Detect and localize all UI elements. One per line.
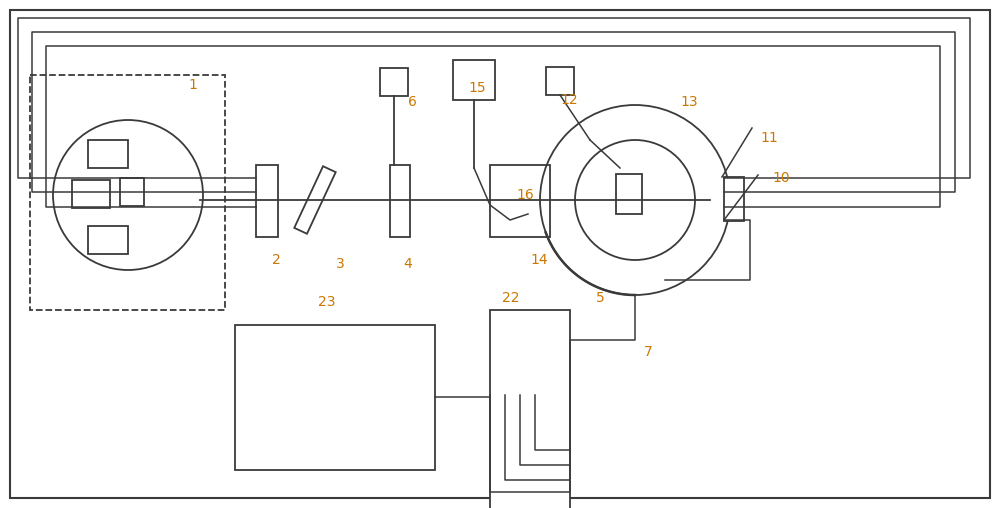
- Bar: [294, 166, 336, 234]
- Text: 12: 12: [560, 93, 578, 107]
- Bar: [72, 180, 110, 208]
- Text: 22: 22: [502, 291, 520, 305]
- Bar: [490, 165, 550, 237]
- Bar: [235, 325, 435, 470]
- Text: 14: 14: [530, 253, 548, 267]
- Text: 23: 23: [318, 295, 336, 309]
- Bar: [88, 140, 128, 168]
- Text: 13: 13: [680, 95, 698, 109]
- Text: 2: 2: [272, 253, 281, 267]
- Bar: [30, 75, 225, 310]
- Text: 7: 7: [644, 345, 653, 359]
- Bar: [546, 67, 574, 95]
- Bar: [616, 174, 642, 214]
- Text: 5: 5: [596, 291, 605, 305]
- Text: 1: 1: [188, 78, 197, 92]
- Text: 4: 4: [403, 257, 412, 271]
- Text: 6: 6: [408, 95, 417, 109]
- Text: 15: 15: [468, 81, 486, 95]
- Bar: [490, 310, 570, 508]
- Text: 11: 11: [760, 131, 778, 145]
- Bar: [724, 177, 744, 221]
- Bar: [120, 178, 144, 206]
- Text: 16: 16: [516, 188, 534, 202]
- Bar: [88, 226, 128, 254]
- Text: 3: 3: [336, 257, 345, 271]
- Bar: [256, 165, 278, 237]
- Bar: [390, 165, 410, 237]
- Bar: [380, 68, 408, 96]
- Bar: [453, 60, 495, 100]
- Text: 10: 10: [772, 171, 790, 185]
